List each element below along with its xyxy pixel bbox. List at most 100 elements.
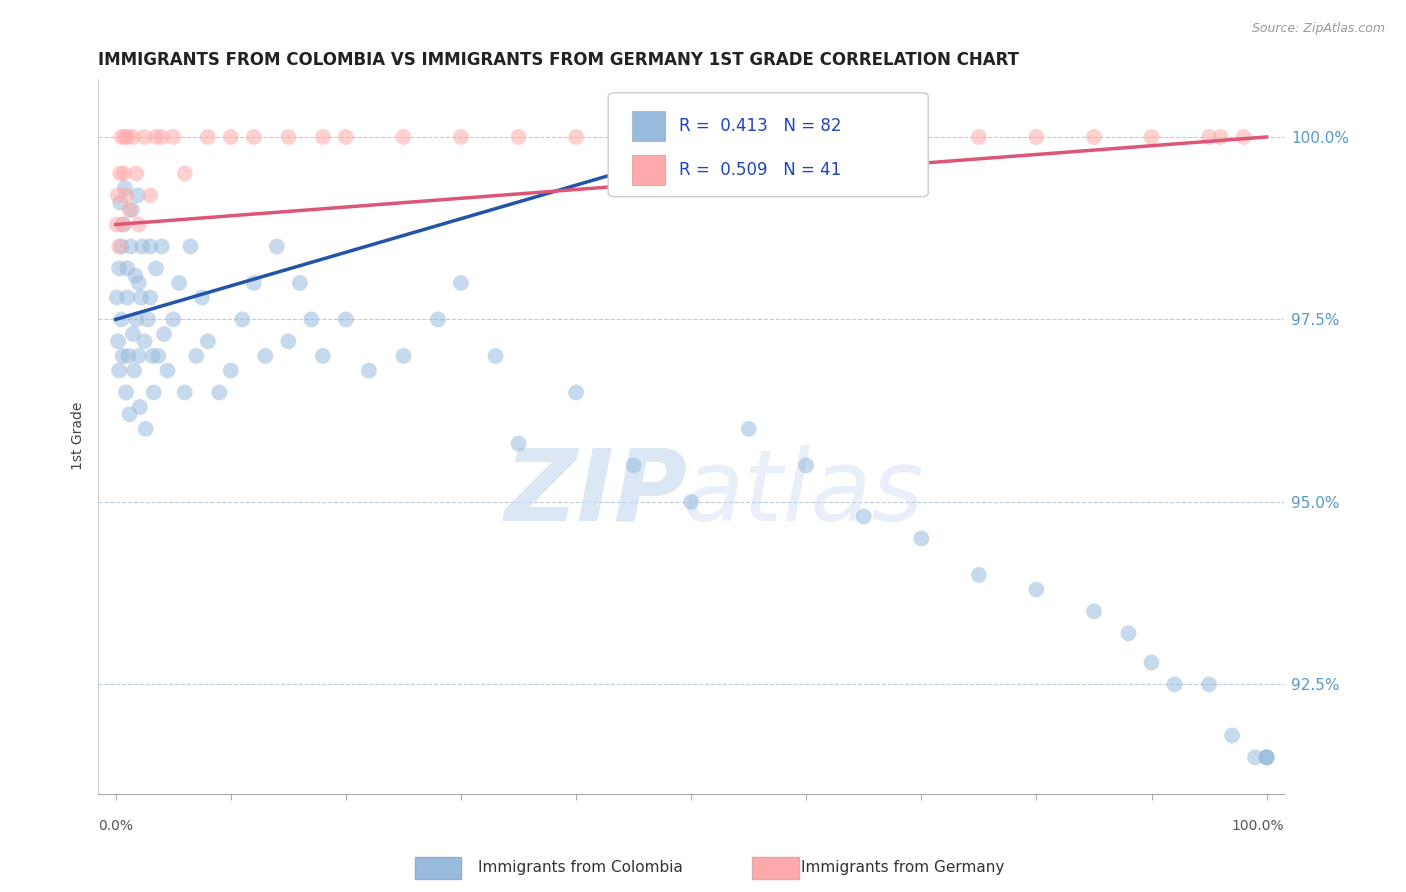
Point (115, 261, 138, 276)
Point (357, 363, 380, 377)
Point (115, 291, 138, 305)
Point (312, 349, 335, 363)
Point (794, 130, 817, 145)
Point (243, 130, 266, 145)
Point (426, 312, 449, 326)
Point (1232, 130, 1254, 145)
Text: 100.0%: 100.0% (1232, 820, 1284, 833)
Point (131, 239, 153, 253)
Point (125, 312, 148, 326)
Point (852, 130, 875, 145)
Point (162, 312, 184, 326)
Point (1163, 677, 1185, 691)
Text: atlas: atlas (683, 445, 925, 542)
Point (108, 363, 131, 377)
Point (114, 181, 136, 195)
Point (1140, 656, 1163, 670)
Text: IMMIGRANTS FROM COLOMBIA VS IMMIGRANTS FROM GERMANY 1ST GRADE CORRELATION CHART: IMMIGRANTS FROM COLOMBIA VS IMMIGRANTS F… (98, 51, 1019, 69)
Point (145, 130, 167, 145)
Point (115, 130, 138, 145)
Point (288, 276, 311, 290)
Point (110, 312, 132, 326)
Point (681, 495, 703, 509)
Point (1083, 130, 1105, 145)
Point (110, 239, 132, 253)
Point (191, 291, 214, 305)
Point (197, 334, 219, 349)
Text: R =  0.413   N = 82: R = 0.413 N = 82 (679, 117, 842, 135)
Point (108, 239, 131, 253)
Point (208, 385, 231, 400)
Point (129, 291, 152, 305)
Text: Immigrants from Germany: Immigrants from Germany (801, 860, 1005, 874)
Point (125, 166, 148, 180)
Text: R =  0.509   N = 41: R = 0.509 N = 41 (679, 161, 842, 179)
Point (484, 349, 506, 363)
Point (128, 400, 150, 414)
Point (115, 188, 138, 202)
Point (134, 334, 156, 349)
Point (392, 130, 415, 145)
Y-axis label: 1st Grade: 1st Grade (72, 402, 86, 470)
Point (197, 130, 219, 145)
Point (107, 188, 129, 202)
Point (135, 422, 157, 436)
Point (1220, 729, 1243, 743)
Point (1244, 750, 1267, 764)
Point (681, 130, 703, 145)
Point (277, 334, 299, 349)
Point (107, 334, 129, 349)
Point (450, 276, 472, 290)
Point (277, 130, 299, 145)
Text: Immigrants from Colombia: Immigrants from Colombia (478, 860, 683, 874)
Point (794, 458, 817, 473)
Point (1256, 750, 1278, 764)
Point (967, 568, 990, 582)
Text: 0.0%: 0.0% (98, 820, 134, 833)
Point (162, 130, 184, 145)
Point (118, 202, 141, 217)
Text: Source: ZipAtlas.com: Source: ZipAtlas.com (1251, 22, 1385, 36)
Point (508, 130, 530, 145)
Point (335, 130, 357, 145)
Point (243, 276, 266, 290)
Point (967, 130, 990, 145)
Point (105, 291, 128, 305)
Point (254, 349, 277, 363)
Point (118, 407, 141, 421)
Point (124, 268, 146, 283)
Point (136, 312, 159, 326)
Point (450, 130, 472, 145)
Point (1209, 130, 1232, 145)
Point (1140, 130, 1163, 145)
Point (508, 436, 530, 450)
Point (738, 422, 761, 436)
Point (335, 312, 357, 326)
Point (111, 218, 134, 232)
Point (173, 385, 195, 400)
Point (1256, 750, 1278, 764)
Point (1198, 130, 1220, 145)
Point (112, 218, 135, 232)
Point (392, 349, 415, 363)
Point (565, 385, 588, 400)
Text: ZIP: ZIP (505, 445, 688, 542)
Point (148, 349, 170, 363)
Point (219, 363, 242, 377)
Point (141, 349, 163, 363)
FancyBboxPatch shape (609, 93, 928, 196)
Point (122, 326, 145, 341)
Point (139, 291, 162, 305)
Point (167, 276, 190, 290)
Point (153, 326, 176, 341)
Point (150, 130, 173, 145)
Point (1256, 750, 1278, 764)
Point (910, 130, 932, 145)
Point (120, 239, 142, 253)
Point (1198, 677, 1220, 691)
Point (565, 130, 588, 145)
Point (122, 363, 145, 377)
Point (112, 166, 135, 180)
Point (127, 188, 149, 202)
Point (115, 385, 138, 400)
